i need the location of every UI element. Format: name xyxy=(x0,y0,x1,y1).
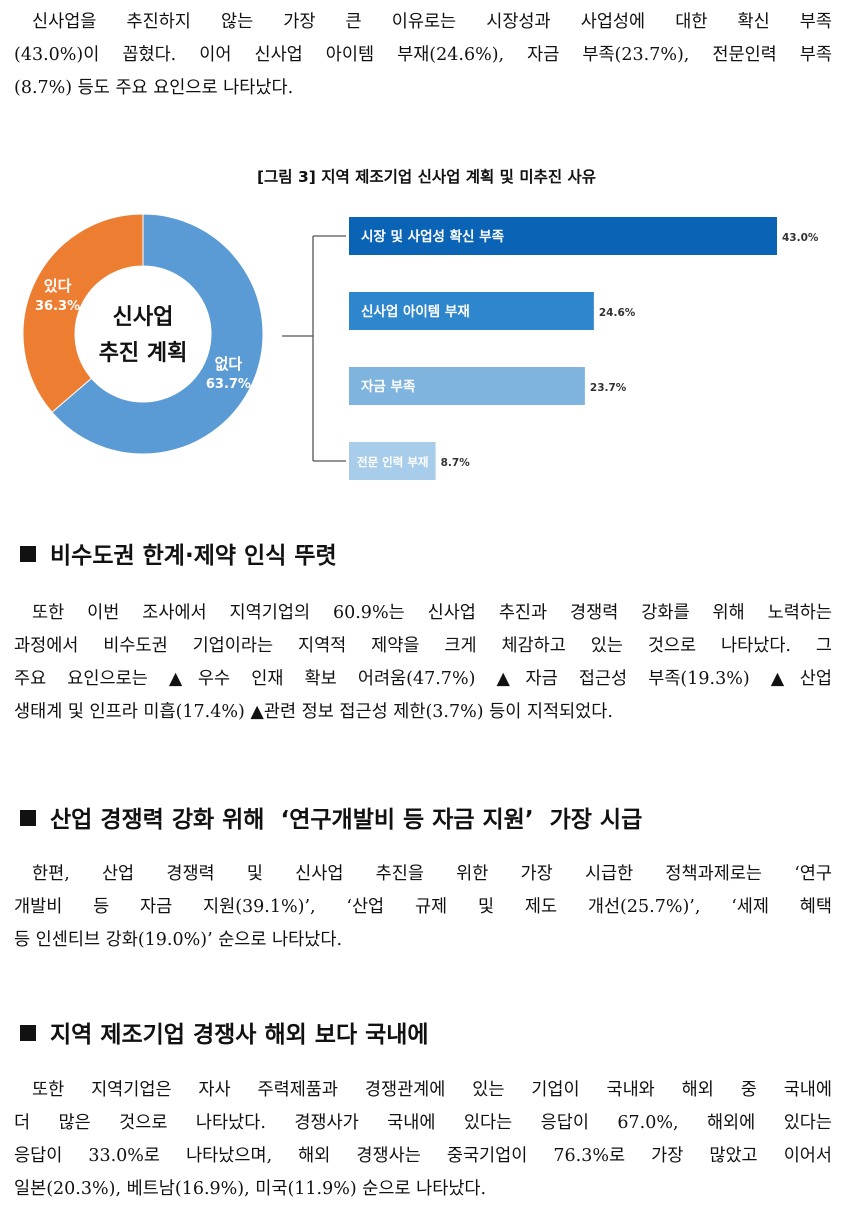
section-heading-1: 비수도권 한계·제약 인식 뚜렷 xyxy=(20,536,337,570)
section-paragraph-3: 또한 지역기업은 자사 주력제품과 경쟁관계에 있는 기업이 국내와 해외 중 … xyxy=(14,1074,832,1206)
bar-category-label-4: 전문 인력 부재 xyxy=(357,455,429,469)
section-1-line-2: 과정에서 비수도권 기업이라는 지역적 제약을 크게 체감하고 있는 것으로 나… xyxy=(14,636,832,656)
donut-slice-label-1: 없다 xyxy=(215,355,243,373)
bar-chart: 시장 및 사업성 확신 부족 43.0% 신사업 아이템 부재 24.6% 자금 부족 2… xyxy=(349,217,819,480)
square-bullet-icon xyxy=(20,1025,36,1041)
section-2-line-1: 한편, 산업 경쟁력 및 신사업 추진을 위한 가장 시급한 정책과제로는 ‘연… xyxy=(32,864,832,884)
bar-category-label-2: 신사업 아이템 부재 xyxy=(361,303,470,320)
section-heading-2: 산업 경쟁력 강화 위해 ‘연구개발비 등 자금 지원’ 가장 시급 xyxy=(20,800,642,834)
donut-slice-value-2: 36.3% xyxy=(35,299,80,314)
section-heading-3-text: 지역 제조기업 경쟁사 해외 보다 국내에 xyxy=(50,1022,429,1048)
section-3-line-3: 응답이 33.0%로 나타났으며, 해외 경쟁사는 중국기업이 76.3%로 가… xyxy=(14,1146,832,1166)
section-1-line-4: 생태계 및 인프라 미흡(17.4%) ▲관련 정보 접근성 제한(3.7%) … xyxy=(14,702,613,722)
section-2-line-2: 개발비 등 자금 지원(39.1%)’, ‘산업 규제 및 제도 개선(25.7… xyxy=(14,897,832,917)
section-2-line-3: 등 인센티브 강화(19.0%)’ 순으로 나타났다. xyxy=(14,930,343,950)
bar-2 xyxy=(349,292,594,330)
section-heading-3: 지역 제조기업 경쟁사 해외 보다 국내에 xyxy=(20,1015,429,1049)
bar-category-label-1: 시장 및 사업성 확신 부족 xyxy=(361,228,505,245)
bar-1 xyxy=(349,217,777,255)
donut-slice-2 xyxy=(22,213,144,413)
donut-slice-value-1: 63.7% xyxy=(206,377,251,392)
square-bullet-icon xyxy=(20,810,36,826)
section-3-line-4: 일본(20.3%), 베트남(16.9%), 미국(11.9%) 순으로 나타났… xyxy=(14,1179,487,1199)
section-3-line-1: 또한 지역기업은 자사 주력제품과 경쟁관계에 있는 기업이 국내와 해외 중 … xyxy=(32,1080,832,1100)
figure-title: [그림 3] 지역 제조기업 신사업 계획 및 미추진 사유 xyxy=(256,168,597,186)
section-paragraph-1: 또한 이번 조사에서 지역기업의 60.9%는 신사업 추진과 경쟁력 강화를 … xyxy=(14,597,832,729)
section-1-line-3: 주요 요인으로는 ▲우수 인재 확보 어려움(47.7%) ▲자금 접근성 부족… xyxy=(14,669,832,689)
donut-slice-label-2: 있다 xyxy=(44,277,72,295)
bar-category-label-3: 자금 부족 xyxy=(361,379,416,395)
section-heading-2-text: 산업 경쟁력 강화 위해 ‘연구개발비 등 자금 지원’ 가장 시급 xyxy=(50,807,643,833)
intro-paragraph: 신사업을 추진하지 않는 가장 큰 이유로는 시장성과 사업성에 대한 확신 부… xyxy=(14,6,832,105)
intro-line-2: (43.0%)이 꼽혔다. 이어 신사업 아이템 부재(24.6%), 자금 부… xyxy=(14,45,832,65)
intro-line-3: (8.7%) 등도 주요 요인으로 나타났다. xyxy=(14,78,294,98)
donut-slice-1 xyxy=(51,213,264,455)
bar-value-label-1: 43.0% xyxy=(782,232,819,244)
section-1-line-1: 또한 이번 조사에서 지역기업의 60.9%는 신사업 추진과 경쟁력 강화를 … xyxy=(32,603,832,623)
bar-3 xyxy=(349,367,585,405)
intro-line-1: 신사업을 추진하지 않는 가장 큰 이유로는 시장성과 사업성에 대한 확신 부… xyxy=(32,12,832,32)
bracket-connector xyxy=(282,235,346,462)
bar-4 xyxy=(349,442,436,480)
section-3-line-2: 더 많은 것으로 나타났다. 경쟁사가 국내에 있다는 응답이 67.0%, 해… xyxy=(14,1113,832,1133)
donut-center-label-1: 신사업 xyxy=(113,305,174,330)
square-bullet-icon xyxy=(20,546,36,562)
section-paragraph-2: 한편, 산업 경쟁력 및 신사업 추진을 위한 가장 시급한 정책과제로는 ‘연… xyxy=(14,858,832,957)
donut-center-label-2: 추진 계획 xyxy=(99,341,188,366)
bar-value-label-2: 24.6% xyxy=(599,307,636,319)
bar-value-label-3: 23.7% xyxy=(590,382,627,394)
section-heading-1-text: 비수도권 한계·제약 인식 뚜렷 xyxy=(50,543,337,569)
bar-value-label-4: 8.7% xyxy=(441,457,471,469)
